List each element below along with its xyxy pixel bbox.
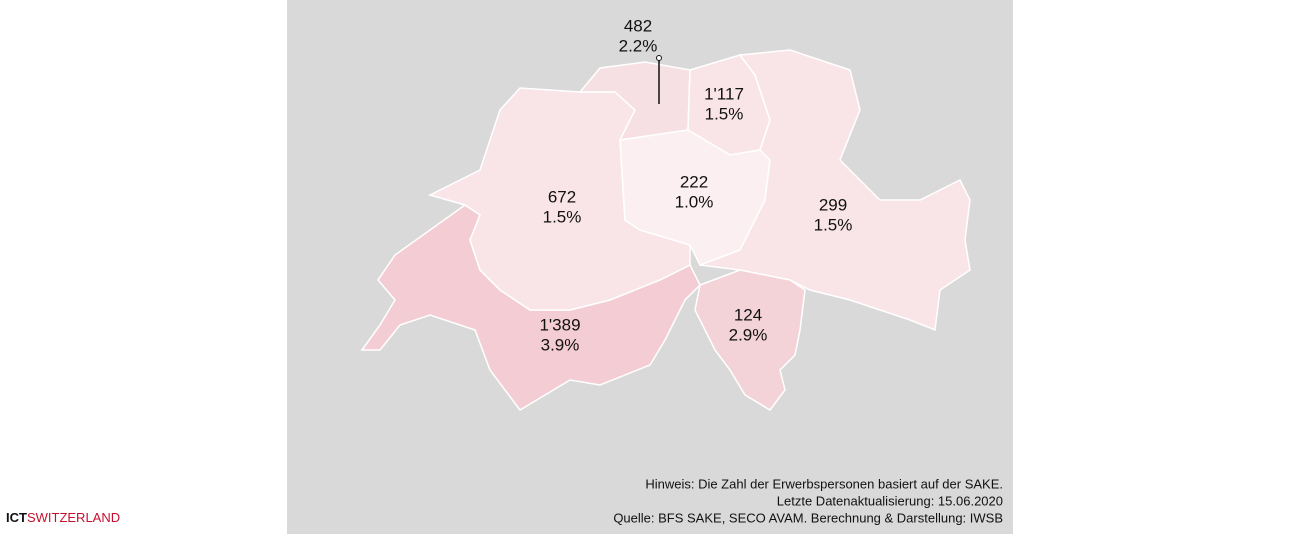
note: Quelle: BFS SAKE, SECO AVAM. Berechnung … xyxy=(613,510,1003,525)
leader-dot xyxy=(656,55,662,61)
region-count: 124 xyxy=(734,305,762,324)
logo-bold: ICT xyxy=(6,510,27,525)
note: Hinweis: Die Zahl der Erwerbspersonen ba… xyxy=(645,476,1003,491)
region xyxy=(699,49,971,332)
region-share: 1.5% xyxy=(705,104,744,123)
region-count: 1'389 xyxy=(539,315,580,334)
region-share: 1.0% xyxy=(675,192,714,211)
region-count: 672 xyxy=(548,187,576,206)
region-share: 2.2% xyxy=(619,36,658,55)
region-count: 482 xyxy=(624,16,652,35)
logo: ICTSWITZERLAND xyxy=(6,510,120,525)
note: Letzte Datenaktualisierung: 15.06.2020 xyxy=(777,493,1003,508)
region-count: 299 xyxy=(819,195,847,214)
region xyxy=(427,87,691,311)
region-share: 1.5% xyxy=(543,207,582,226)
region-share: 1.5% xyxy=(814,215,853,234)
region-count: 1'117 xyxy=(704,84,744,103)
region xyxy=(694,269,806,411)
region-share: 3.9% xyxy=(541,335,580,354)
region-share: 2.9% xyxy=(729,325,768,344)
logo-rest: SWITZERLAND xyxy=(27,510,120,525)
region-count: 222 xyxy=(680,172,708,191)
